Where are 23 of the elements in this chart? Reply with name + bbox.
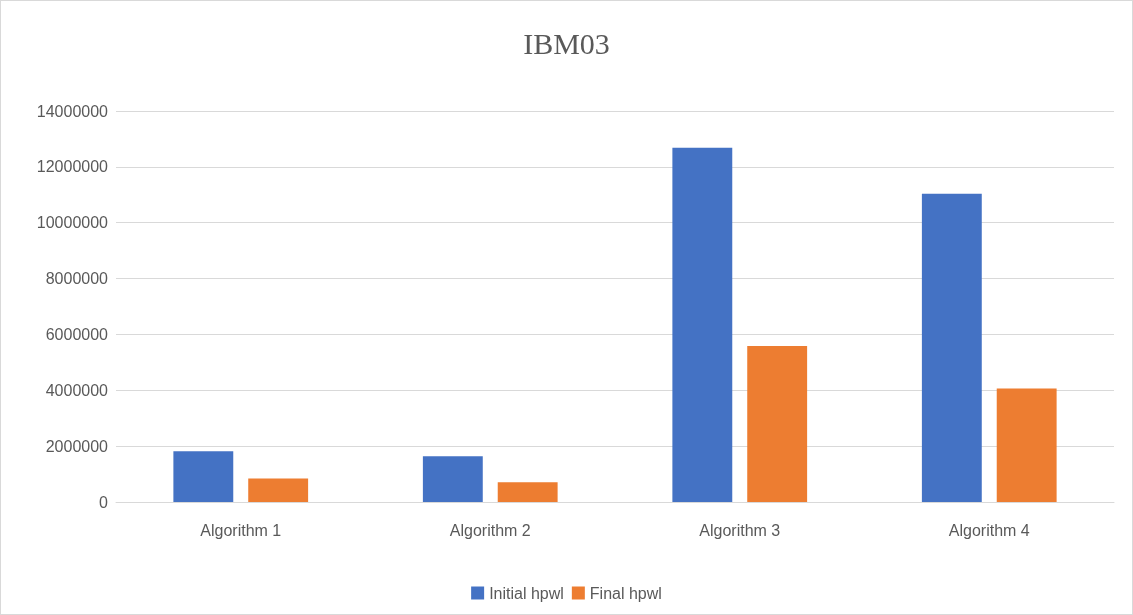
y-tick-label: 12000000 <box>36 158 109 176</box>
y-tick-label: 14000000 <box>36 102 109 120</box>
bar <box>173 451 234 502</box>
y-tick-label: 8000000 <box>45 270 109 288</box>
x-tick-label: Algorithm 3 <box>699 521 781 539</box>
y-tick-label: 2000000 <box>45 437 109 455</box>
bar <box>921 193 982 502</box>
bar <box>672 147 733 502</box>
y-tick-label: 6000000 <box>45 325 109 343</box>
bar <box>497 482 558 502</box>
x-tick-label: Algorithm 4 <box>948 521 1030 539</box>
legend-label: Final hpwl <box>589 584 662 602</box>
bar <box>747 345 808 502</box>
y-tick-label: 0 <box>99 493 109 511</box>
chart-title: IBM03 <box>523 26 610 60</box>
bar <box>996 388 1057 502</box>
y-tick-label: 10000000 <box>36 214 109 232</box>
bar <box>422 456 483 502</box>
bar <box>248 478 309 502</box>
y-tick-label: 4000000 <box>45 381 109 399</box>
x-tick-label: Algorithm 2 <box>449 521 531 539</box>
x-tick-label: Algorithm 1 <box>200 521 282 539</box>
legend-label: Initial hpwl <box>489 584 564 602</box>
